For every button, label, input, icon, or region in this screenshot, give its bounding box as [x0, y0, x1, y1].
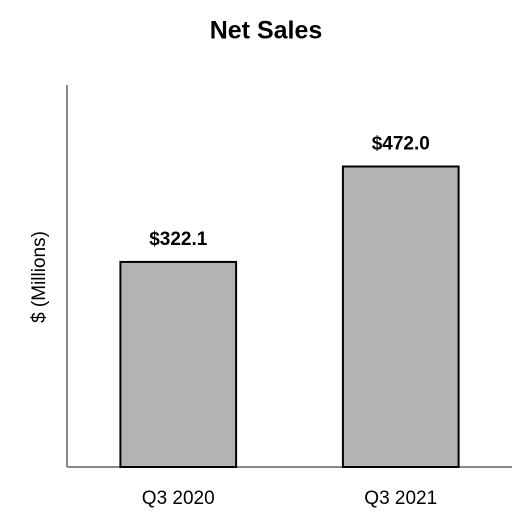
value-label: $472.0	[372, 134, 430, 155]
bar	[341, 165, 460, 468]
x-tick-label: Q3 2020	[142, 488, 215, 509]
x-tick-label: Q3 2021	[364, 488, 437, 509]
bar	[119, 260, 238, 468]
y-axis-label: $ (Millions)	[29, 231, 50, 323]
chart-title: Net Sales	[210, 17, 323, 45]
value-label: $322.1	[149, 229, 208, 250]
